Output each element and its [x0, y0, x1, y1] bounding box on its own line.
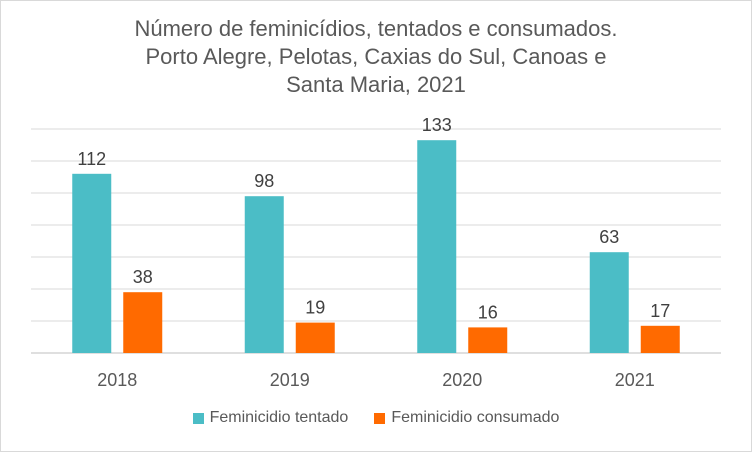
data-label-consumado-2019: 19 — [305, 298, 325, 318]
chart-title-line-1: Número de feminicídios, tentados e consu… — [134, 16, 618, 41]
x-tick-label-2021: 2021 — [615, 370, 655, 390]
bar-consumado-2021 — [640, 325, 680, 353]
legend: Feminicidio tentado Feminicidio consumad… — [1, 409, 751, 427]
legend-item-consumado: Feminicidio consumado — [374, 409, 559, 427]
data-label-consumado-2018: 38 — [133, 267, 153, 287]
legend-swatch-tentado — [192, 412, 204, 424]
chart-title-line-3: Santa Maria, 2021 — [286, 72, 466, 97]
bar-tentado-2020 — [417, 140, 457, 353]
legend-item-tentado: Feminicidio tentado — [192, 409, 349, 427]
legend-label-tentado: Feminicidio tentado — [209, 409, 349, 426]
data-label-consumado-2020: 16 — [478, 302, 498, 322]
x-tick-label-2019: 2019 — [270, 370, 310, 390]
x-tick-label-2018: 2018 — [97, 370, 137, 390]
data-label-tentado-2018: 112 — [77, 149, 106, 169]
bar-tentado-2021 — [589, 252, 629, 353]
bar-consumado-2019 — [295, 322, 335, 353]
bar-tentado-2018 — [72, 173, 112, 353]
x-tick-label-2020: 2020 — [442, 370, 482, 390]
bar-consumado-2018 — [123, 292, 163, 353]
bar-consumado-2020 — [468, 327, 508, 353]
legend-label-consumado: Feminicidio consumado — [391, 409, 560, 426]
bar-tentado-2019 — [244, 196, 284, 353]
chart-title-line-2: Porto Alegre, Pelotas, Caxias do Sul, Ca… — [145, 44, 607, 69]
chart-title: Número de feminicídios, tentados e consu… — [1, 15, 751, 99]
data-label-consumado-2021: 17 — [650, 301, 670, 321]
data-label-tentado-2020: 133 — [422, 115, 452, 135]
data-label-tentado-2019: 98 — [254, 171, 274, 191]
legend-swatch-consumado — [374, 412, 386, 424]
data-label-tentado-2021: 63 — [599, 227, 619, 247]
